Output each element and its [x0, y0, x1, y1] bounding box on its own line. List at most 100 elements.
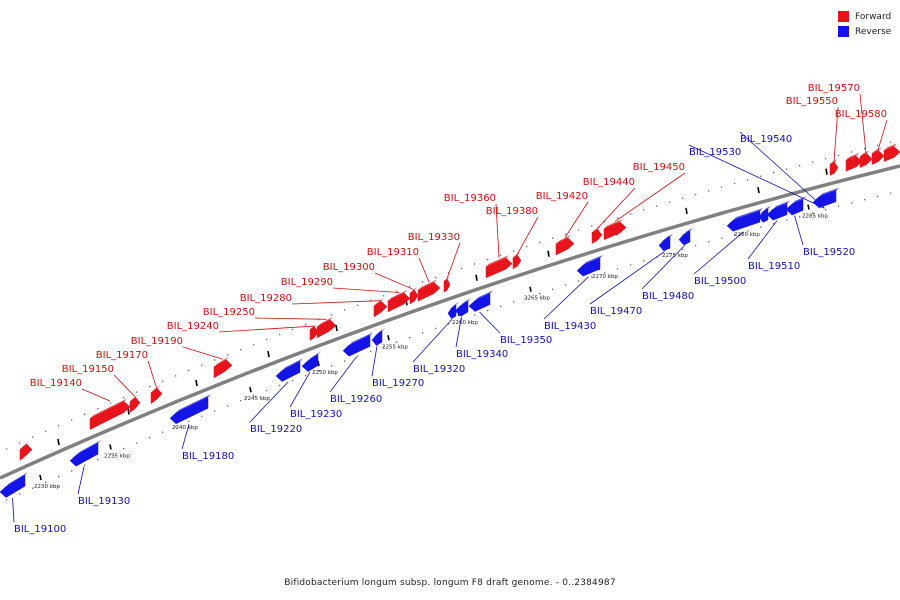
gene-label[interactable]: BIL_19280 — [240, 293, 292, 304]
gene-label[interactable]: BIL_19570 — [808, 83, 860, 94]
gene-arrow-forward[interactable] — [373, 298, 388, 318]
guide-dot — [682, 248, 684, 251]
gene-label[interactable]: BIL_19340 — [456, 349, 508, 360]
gene-arrow-forward[interactable] — [829, 159, 839, 176]
guide-dot — [708, 190, 710, 192]
guide-dot — [461, 318, 463, 321]
gene-arrow-forward[interactable] — [417, 279, 441, 302]
gene-arrow-forward[interactable] — [150, 385, 163, 405]
gene-arrow-reverse[interactable] — [275, 358, 303, 382]
gene-arrow-reverse[interactable] — [371, 327, 385, 346]
gene-label[interactable]: BIL_19250 — [203, 307, 255, 318]
gene-arrow-forward[interactable] — [512, 252, 522, 270]
gene-label[interactable]: BIL_19500 — [694, 276, 746, 287]
gene-arrow-forward[interactable] — [883, 143, 900, 162]
gene-arrow-top — [317, 316, 333, 327]
gene-label[interactable]: BIL_19540 — [740, 134, 792, 145]
guide-dot — [370, 350, 372, 353]
gene-arrow-reverse[interactable] — [678, 227, 693, 246]
gene-label[interactable]: BIL_19300 — [323, 262, 375, 273]
gene-arrow-forward[interactable] — [555, 235, 575, 256]
gene-arrow-forward[interactable] — [387, 290, 411, 313]
gene-arrow-forward[interactable] — [591, 226, 603, 244]
gene-label[interactable]: BIL_19470 — [590, 306, 642, 317]
gene-arrow-forward[interactable] — [409, 287, 419, 305]
tick-mark-upper — [127, 408, 130, 415]
gene-arrow-reverse[interactable] — [576, 254, 603, 277]
gene-arrow-body — [576, 257, 601, 277]
gene-arrow-reverse[interactable] — [812, 187, 839, 209]
gene-label[interactable]: BIL_19290 — [281, 277, 333, 288]
gene-label[interactable]: BIL_19420 — [536, 191, 588, 202]
gene-label[interactable]: BIL_19330 — [408, 232, 460, 243]
gene-label[interactable]: BIL_19220 — [250, 424, 302, 435]
leader-line — [543, 276, 589, 320]
gene-label[interactable]: BIL_19580 — [835, 109, 887, 120]
gene-arrow-forward[interactable] — [845, 153, 863, 172]
gene-label[interactable]: BIL_19450 — [633, 162, 685, 173]
gene-arrow-reverse[interactable] — [785, 196, 806, 216]
gene-label[interactable]: BIL_19320 — [413, 364, 465, 375]
gene-arrow-body — [859, 153, 873, 168]
gene-arrow-reverse[interactable] — [658, 233, 673, 252]
guide-dot — [630, 264, 632, 266]
guide-dot — [487, 309, 489, 312]
guide-dot — [721, 186, 723, 188]
gene-arrow-reverse[interactable] — [447, 301, 459, 320]
gene-arrow-reverse[interactable] — [0, 472, 28, 498]
gene-arrow-reverse[interactable] — [69, 440, 101, 467]
gene-arrow-forward[interactable] — [603, 218, 627, 241]
gene-label[interactable]: BIL_19190 — [131, 336, 183, 347]
gene-label[interactable]: BIL_19130 — [78, 496, 130, 507]
genome-track — [0, 164, 900, 480]
gene-arrow-forward[interactable] — [316, 316, 337, 339]
gene-arrow-reverse[interactable] — [766, 200, 790, 221]
gene-label[interactable]: BIL_19440 — [583, 177, 635, 188]
guide-dot — [344, 309, 346, 311]
gene-label[interactable]: BIL_19170 — [96, 350, 148, 361]
gene-arrow-forward[interactable] — [19, 441, 33, 461]
gene-label[interactable]: BIL_19520 — [803, 247, 855, 258]
gene-arrow-body — [883, 146, 900, 162]
gene-label[interactable]: BIL_19270 — [372, 378, 424, 389]
gene-label[interactable]: BIL_19510 — [748, 261, 800, 272]
gene-arrow-forward[interactable] — [485, 255, 513, 279]
guide-dot — [734, 233, 736, 236]
gene-arrow-reverse[interactable] — [301, 351, 321, 372]
gene-label[interactable]: BIL_19180 — [182, 451, 234, 462]
gene-label[interactable]: BIL_19230 — [290, 409, 342, 420]
gene-label[interactable]: BIL_19310 — [367, 247, 419, 258]
gene-arrow-top — [733, 208, 763, 221]
leader-line — [446, 242, 461, 279]
gene-label[interactable]: BIL_19350 — [500, 335, 552, 346]
gene-label[interactable]: BIL_19150 — [62, 364, 114, 375]
gene-arrow-forward[interactable] — [443, 276, 451, 293]
gene-arrow-forward[interactable] — [859, 150, 873, 168]
leader-line — [596, 187, 636, 230]
gene-arrow-forward[interactable] — [309, 323, 319, 342]
gene-label[interactable]: BIL_19140 — [30, 378, 82, 389]
gene-label[interactable]: BIL_19100 — [14, 524, 66, 535]
gene-label[interactable]: BIL_19430 — [544, 321, 596, 332]
gene-label[interactable]: BIL_19550 — [786, 96, 838, 107]
gene-label[interactable]: BIL_19530 — [689, 147, 741, 158]
gene-arrow-body — [301, 354, 319, 372]
gene-label[interactable]: BIL_19360 — [444, 193, 496, 204]
guide-dot — [383, 295, 385, 297]
gene-arrow-reverse[interactable] — [726, 208, 763, 232]
gene-label[interactable]: BIL_19380 — [486, 206, 538, 217]
leader-line — [182, 346, 224, 360]
gene-label[interactable]: BIL_19240 — [167, 321, 219, 332]
gene-label[interactable]: BIL_19480 — [642, 291, 694, 302]
gene-arrow-forward[interactable] — [213, 356, 233, 379]
gene-arrow-reverse[interactable] — [169, 394, 211, 425]
gene-label[interactable]: BIL_19260 — [330, 394, 382, 405]
gene-arrow-reverse[interactable] — [468, 290, 493, 312]
gene-arrow-forward[interactable] — [89, 398, 131, 430]
gene-arrow-reverse[interactable] — [454, 297, 471, 317]
gene-arrow-forward[interactable] — [129, 394, 141, 413]
gene-arrow-reverse[interactable] — [342, 332, 373, 357]
tick-mark-lower — [807, 204, 810, 210]
gene-arrow-forward[interactable] — [871, 147, 885, 165]
gene-arrow-reverse[interactable] — [758, 205, 771, 223]
